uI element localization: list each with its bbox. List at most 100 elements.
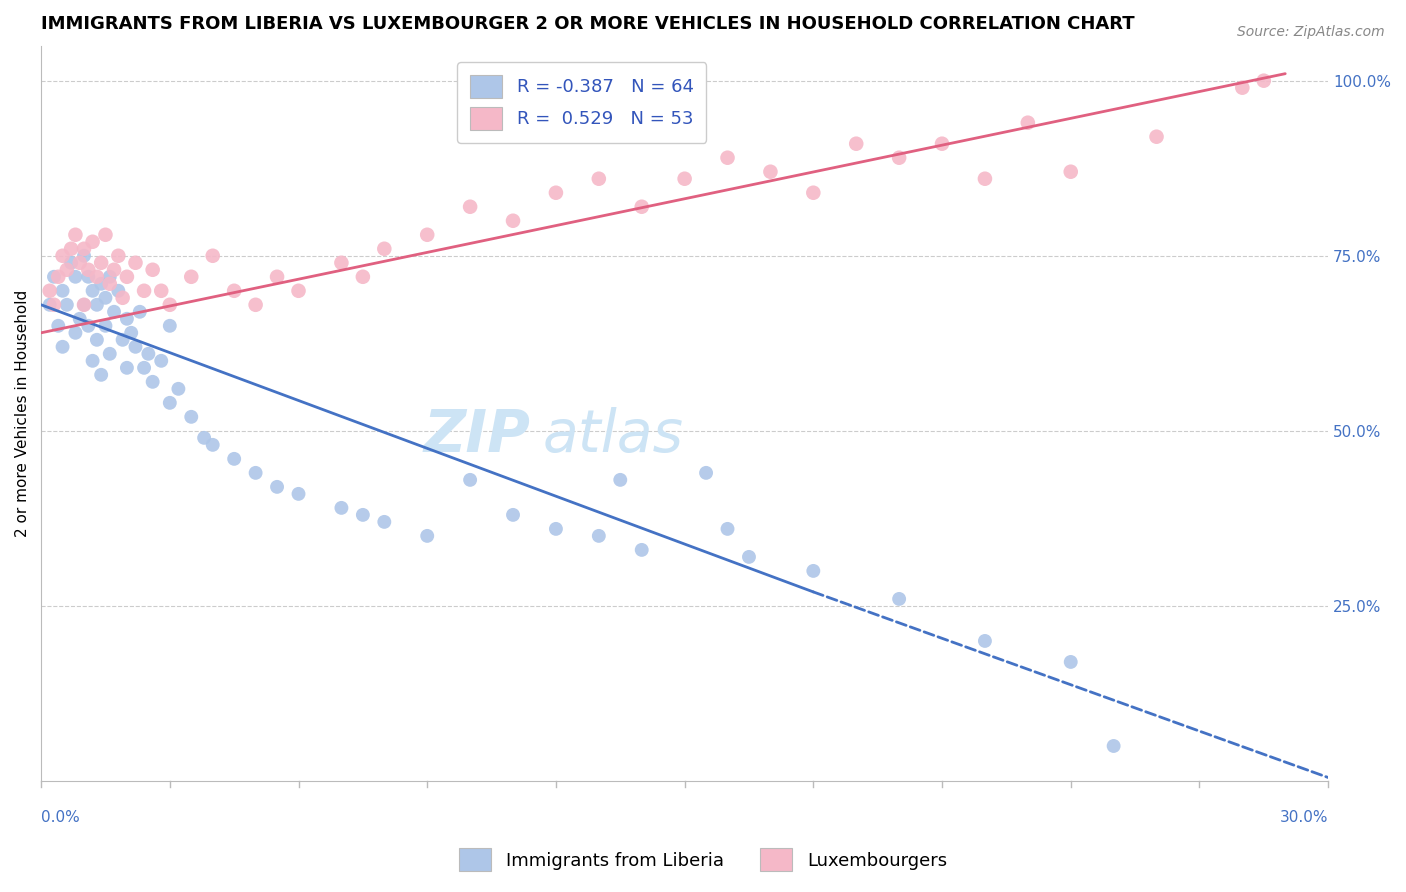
Point [373, 242, 395, 256]
Point [115, 269, 138, 284]
Point [352, 508, 374, 522]
Point [544, 186, 567, 200]
Point [65, 269, 87, 284]
Point [115, 360, 138, 375]
Point [193, 431, 215, 445]
Point [373, 515, 395, 529]
Point [352, 269, 374, 284]
Point [138, 347, 160, 361]
Point [224, 451, 246, 466]
Point [738, 549, 761, 564]
Point [42, 298, 65, 312]
Point [132, 360, 155, 375]
Point [1102, 739, 1125, 753]
Point [73, 298, 96, 312]
Point [416, 227, 439, 242]
Point [77, 318, 100, 333]
Point [759, 165, 782, 179]
Point [124, 340, 146, 354]
Point [458, 473, 481, 487]
Point [38, 284, 60, 298]
Point [1232, 80, 1254, 95]
Point [159, 396, 181, 410]
Point [77, 269, 100, 284]
Point [801, 564, 824, 578]
Point [150, 353, 173, 368]
Point [107, 284, 129, 298]
Point [142, 262, 165, 277]
Point [103, 262, 125, 277]
Point [167, 382, 190, 396]
Text: atlas: atlas [543, 407, 685, 464]
Point [502, 508, 524, 522]
Point [845, 136, 868, 151]
Point [245, 298, 267, 312]
Point [245, 466, 267, 480]
Point [82, 284, 104, 298]
Point [60, 242, 83, 256]
Point [224, 284, 246, 298]
Point [98, 269, 121, 284]
Point [42, 269, 65, 284]
Point [82, 235, 104, 249]
Point [46, 318, 69, 333]
Point [887, 151, 910, 165]
Point [115, 311, 138, 326]
Point [974, 634, 997, 648]
Point [56, 262, 79, 277]
Point [73, 298, 96, 312]
Point [90, 256, 112, 270]
Text: Source: ZipAtlas.com: Source: ZipAtlas.com [1237, 25, 1385, 39]
Point [51, 249, 73, 263]
Point [673, 171, 696, 186]
Point [287, 284, 309, 298]
Point [630, 542, 652, 557]
Point [69, 256, 91, 270]
Point [98, 347, 121, 361]
Point [180, 409, 202, 424]
Point [801, 186, 824, 200]
Point [588, 171, 610, 186]
Point [90, 368, 112, 382]
Point [82, 353, 104, 368]
Point [124, 256, 146, 270]
Point [201, 249, 224, 263]
Point [159, 298, 181, 312]
Point [931, 136, 953, 151]
Point [142, 375, 165, 389]
Point [56, 298, 79, 312]
Y-axis label: 2 or more Vehicles in Household: 2 or more Vehicles in Household [15, 290, 30, 537]
Text: 30.0%: 30.0% [1279, 811, 1329, 825]
Point [150, 284, 173, 298]
Point [974, 171, 997, 186]
Point [1060, 655, 1083, 669]
Point [544, 522, 567, 536]
Point [1017, 116, 1039, 130]
Point [38, 298, 60, 312]
Point [1146, 129, 1168, 144]
Point [51, 284, 73, 298]
Point [120, 326, 142, 340]
Point [86, 333, 108, 347]
Point [588, 529, 610, 543]
Point [330, 500, 353, 515]
Point [609, 473, 631, 487]
Point [266, 269, 288, 284]
Text: 0.0%: 0.0% [41, 811, 80, 825]
Point [94, 291, 117, 305]
Point [630, 200, 652, 214]
Point [107, 249, 129, 263]
Point [128, 305, 150, 319]
Point [103, 305, 125, 319]
Point [73, 242, 96, 256]
Point [716, 522, 738, 536]
Point [159, 318, 181, 333]
Point [1060, 165, 1083, 179]
Point [65, 326, 87, 340]
Point [330, 256, 353, 270]
Point [94, 318, 117, 333]
Point [716, 151, 738, 165]
Point [51, 340, 73, 354]
Point [86, 298, 108, 312]
Point [458, 200, 481, 214]
